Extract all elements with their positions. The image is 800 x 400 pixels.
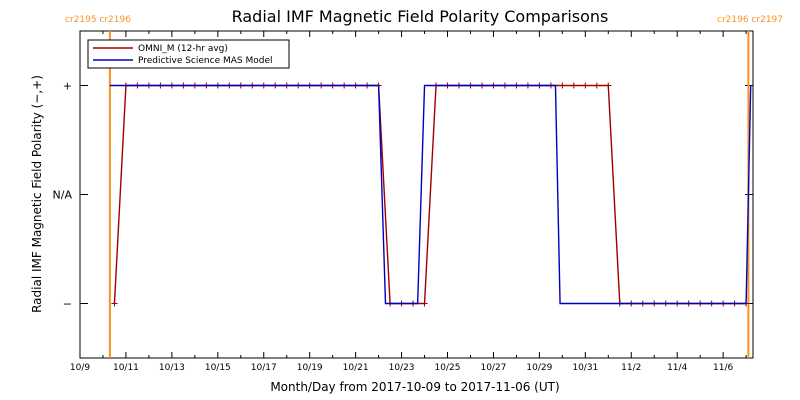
legend-label-mas: Predictive Science MAS Model <box>138 56 273 66</box>
x-tick-label: 10/19 <box>297 363 323 373</box>
data-point-marker <box>421 300 428 307</box>
x-tick-label: 10/25 <box>435 363 461 373</box>
x-tick-label: 10/23 <box>389 363 415 373</box>
data-point-marker <box>559 82 566 89</box>
data-point-marker <box>593 82 600 89</box>
series-layer <box>109 82 752 307</box>
x-axis-label: Month/Day from 2017-10-09 to 2017-11-06 … <box>270 380 559 394</box>
x-axis-ticks: 10/9 10/11 10/13 10/15 10/17 10/19 10/21 10/23 1… <box>70 31 747 373</box>
x-tick-label: 10/17 <box>251 363 277 373</box>
x-tick-label: 11/2 <box>621 363 641 373</box>
y-tick-label: − <box>63 298 72 311</box>
carrington-labels: cr2195 cr2196 cr2196 cr2197 <box>65 15 783 25</box>
legend-label-omni: OMNI_M (12-hr avg) <box>138 44 228 54</box>
data-point-marker <box>582 82 589 89</box>
x-tick-label: 11/6 <box>713 363 733 373</box>
y-tick-label: + <box>63 80 72 93</box>
y-axis-ticks: + N/A − <box>53 80 753 311</box>
data-point-marker <box>605 82 612 89</box>
carrington-label: cr2196 cr2197 <box>717 15 783 25</box>
x-tick-label: 10/31 <box>572 363 598 373</box>
x-tick-label: 10/11 <box>113 363 139 373</box>
series-line-mas <box>109 84 752 305</box>
carrington-label: cr2195 cr2196 <box>65 15 131 25</box>
x-tick-label: 10/9 <box>70 363 90 373</box>
x-tick-label: 10/15 <box>205 363 231 373</box>
x-tick-label: 10/29 <box>526 363 552 373</box>
legend-box <box>87 39 290 69</box>
x-tick-label: 10/27 <box>480 363 506 373</box>
y-axis-label: Radial IMF Magnetic Field Polarity (−,+) <box>30 75 44 313</box>
legend: OMNI_M (12-hr avg) Predictive Science MA… <box>87 39 290 69</box>
x-tick-label: 10/21 <box>343 363 369 373</box>
chart-title: Radial IMF Magnetic Field Polarity Compa… <box>232 7 609 26</box>
data-point-marker <box>111 300 118 307</box>
y-tick-label: N/A <box>53 189 73 202</box>
x-tick-label: 10/13 <box>159 363 185 373</box>
x-tick-label: 11/4 <box>667 363 687 373</box>
data-point-marker <box>570 82 577 89</box>
